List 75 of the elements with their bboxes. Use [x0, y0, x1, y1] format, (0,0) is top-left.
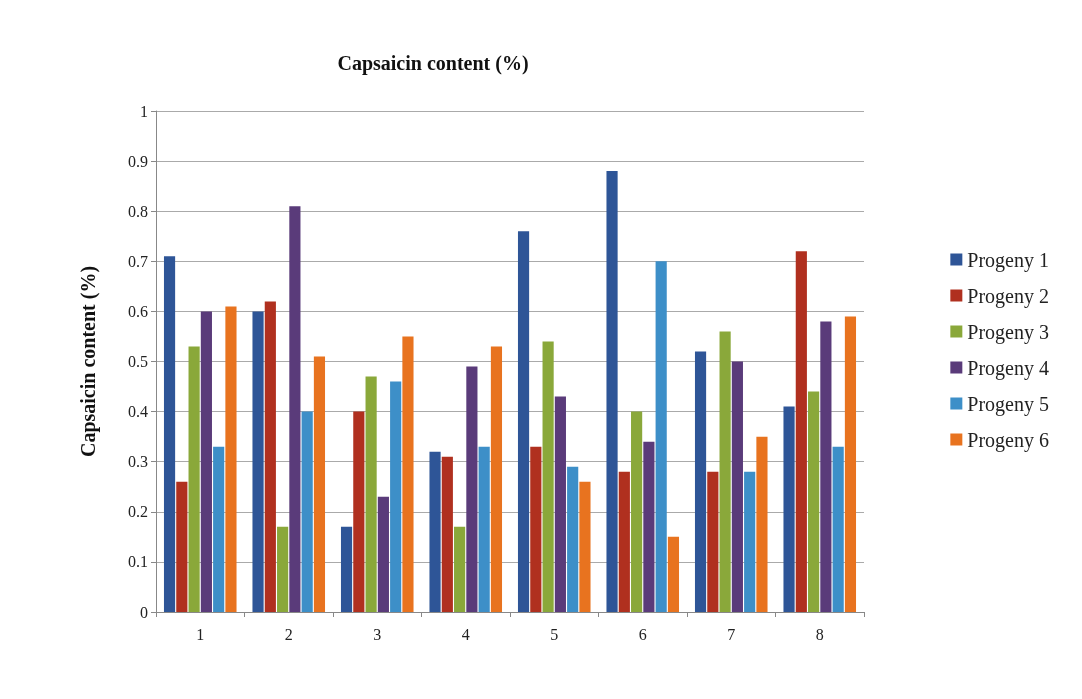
bar [832, 446, 844, 612]
legend-label: Progeny 6 [967, 428, 1050, 452]
legend-label: Progeny 5 [967, 392, 1050, 416]
bar [795, 251, 807, 612]
bar [530, 446, 542, 612]
x-tick-label: 2 [284, 625, 293, 643]
bar [490, 346, 503, 612]
bar [301, 411, 313, 612]
bar [554, 396, 566, 612]
bar [188, 346, 200, 612]
bar [783, 406, 795, 612]
y-tick-label: 0.5 [128, 353, 148, 370]
bar [655, 261, 667, 612]
bar [606, 171, 618, 612]
bar [667, 536, 680, 612]
bar [643, 441, 655, 612]
bar [313, 356, 326, 612]
bar [176, 481, 188, 612]
bar [252, 311, 264, 612]
bar [213, 446, 225, 612]
y-tick-label: 0.8 [128, 202, 148, 220]
y-tick-label: 0.1 [128, 553, 148, 571]
bar [631, 411, 643, 612]
bar [517, 231, 530, 612]
bar [731, 361, 743, 612]
bar [340, 526, 353, 612]
bar [377, 496, 389, 612]
y-tick-label: 0.7 [128, 252, 148, 270]
x-tick-label: 6 [638, 625, 647, 643]
bar [466, 366, 478, 612]
y-tick-label: 0.4 [128, 403, 148, 421]
y-tick-label: 0.9 [128, 152, 148, 170]
bar [820, 321, 832, 612]
bar [542, 341, 554, 612]
bar [579, 481, 591, 612]
bar [277, 526, 289, 612]
bar [808, 391, 820, 612]
bar [390, 381, 402, 612]
bar [618, 471, 630, 612]
bar [454, 526, 466, 612]
y-tick-label: 0.2 [128, 503, 148, 521]
bar [429, 451, 441, 612]
bar [225, 306, 237, 612]
legend-label: Progeny 2 [967, 284, 1050, 308]
chart-title: Capsaicin content (%) [337, 52, 529, 75]
x-tick-label: 1 [196, 625, 205, 643]
x-tick-label: 8 [815, 625, 824, 643]
x-tick-label: 4 [461, 625, 470, 643]
bar [200, 311, 212, 612]
y-axis-title: Capsaicin content (%) [77, 265, 100, 458]
bar [567, 466, 579, 612]
legend-label: Progeny 4 [967, 356, 1050, 380]
bar [163, 256, 176, 612]
bar [756, 436, 768, 612]
y-tick-label: 0.3 [128, 453, 148, 471]
bar [441, 456, 453, 612]
x-tick-label: 7 [727, 625, 736, 643]
x-tick-label: 5 [550, 625, 559, 643]
bar [289, 206, 301, 612]
bar [365, 376, 377, 612]
bar [744, 471, 756, 612]
bar [694, 351, 707, 612]
legend-label: Progeny 3 [967, 320, 1050, 344]
bar [844, 316, 857, 612]
y-tick-label: 0 [140, 603, 148, 621]
y-tick-label: 0.6 [128, 302, 148, 320]
bar [478, 446, 490, 612]
legend-label: Progeny 1 [967, 248, 1050, 272]
x-tick-label: 3 [373, 625, 382, 643]
y-tick-label: 1 [140, 102, 148, 120]
bar [264, 301, 276, 612]
bar [719, 331, 731, 612]
bar [353, 411, 365, 612]
bar [402, 336, 414, 612]
bar [707, 471, 719, 612]
